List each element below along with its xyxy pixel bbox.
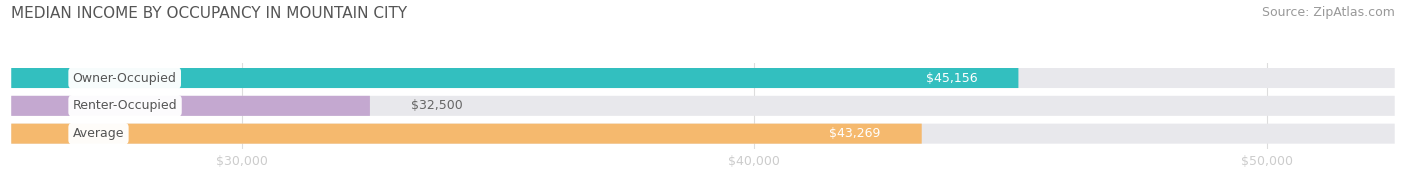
FancyBboxPatch shape: [11, 96, 1395, 116]
Text: $45,156: $45,156: [925, 72, 977, 84]
Text: $43,269: $43,269: [830, 127, 880, 140]
Text: Source: ZipAtlas.com: Source: ZipAtlas.com: [1261, 6, 1395, 19]
Text: $32,500: $32,500: [411, 99, 463, 112]
FancyBboxPatch shape: [11, 124, 1395, 144]
Text: Average: Average: [73, 127, 124, 140]
Text: MEDIAN INCOME BY OCCUPANCY IN MOUNTAIN CITY: MEDIAN INCOME BY OCCUPANCY IN MOUNTAIN C…: [11, 6, 408, 21]
FancyBboxPatch shape: [11, 68, 1018, 88]
FancyBboxPatch shape: [11, 96, 370, 116]
Text: Owner-Occupied: Owner-Occupied: [73, 72, 177, 84]
FancyBboxPatch shape: [11, 68, 1395, 88]
Text: Renter-Occupied: Renter-Occupied: [73, 99, 177, 112]
FancyBboxPatch shape: [11, 124, 922, 144]
